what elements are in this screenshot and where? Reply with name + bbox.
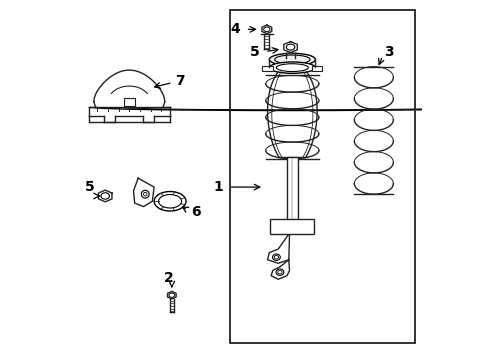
Text: 5: 5 — [249, 45, 259, 59]
Bar — [262, 66, 272, 71]
Text: 5: 5 — [84, 180, 94, 194]
Ellipse shape — [269, 53, 315, 66]
Text: 1: 1 — [213, 180, 223, 194]
Text: 4: 4 — [230, 22, 240, 36]
Bar — [230, 10, 414, 343]
Bar — [270, 219, 314, 234]
Text: 2: 2 — [163, 271, 173, 285]
Text: 6: 6 — [191, 205, 201, 219]
Text: 3: 3 — [384, 45, 393, 59]
Bar — [124, 98, 134, 107]
Bar — [311, 66, 322, 71]
Ellipse shape — [269, 62, 315, 73]
Bar — [286, 157, 297, 230]
Text: 7: 7 — [154, 74, 184, 88]
